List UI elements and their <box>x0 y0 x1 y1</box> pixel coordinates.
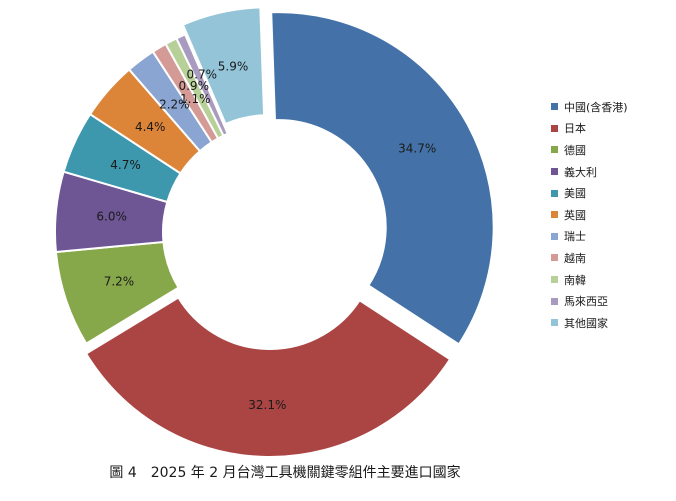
legend-item-1: 中國(含香港) <box>551 96 628 118</box>
legend-label-4: 義大利 <box>564 165 597 179</box>
data-label-10: 0.7% <box>187 68 218 82</box>
legend-label-11: 其他國家 <box>564 316 608 330</box>
legend-item-9: 南韓 <box>551 269 628 291</box>
chart-data-labels: 34.7% 32.1% 7.2% 6.0% 4.7% 4.4% 2.2%1.1%0.9%0.… <box>96 59 436 411</box>
slice-11 <box>181 6 266 126</box>
slice-10 <box>175 33 230 137</box>
legend-swatch-1 <box>551 103 558 111</box>
legend-swatch-3 <box>551 146 558 154</box>
data-label-4: 6.0% <box>96 209 127 223</box>
legend-item-4: 義大利 <box>551 161 628 183</box>
legend-swatch-5 <box>551 189 558 197</box>
legend-item-5: 美國 <box>551 182 628 204</box>
legend-label-3: 德國 <box>564 143 586 157</box>
legend-label-1: 中國(含香港) <box>564 100 628 114</box>
legend-item-6: 英國 <box>551 204 628 226</box>
figure-caption: 圖 4 2025 年 2 月台灣工具機關鍵零組件主要進口國家 <box>109 465 461 481</box>
data-label-11: 5.9% <box>218 59 249 73</box>
legend-label-6: 英國 <box>564 208 586 222</box>
legend-item-10: 馬來西亞 <box>551 290 628 312</box>
chart-slices <box>54 6 495 458</box>
legend-item-8: 越南 <box>551 247 628 269</box>
legend-item-3: 德國 <box>551 139 628 161</box>
legend-swatch-4 <box>551 168 558 176</box>
chart-legend: 中國(含香港) 日本德國義大利美國英國瑞士越南南韓馬來西亞其他國家 <box>551 96 628 334</box>
legend-item-11: 其他國家 <box>551 312 628 334</box>
legend-swatch-7 <box>551 232 558 240</box>
data-label-7: 2.2% <box>159 97 190 111</box>
legend-label-5: 美國 <box>564 187 586 201</box>
legend-label-7: 瑞士 <box>564 230 586 244</box>
data-label-8: 1.1% <box>180 92 211 106</box>
legend-swatch-10 <box>551 297 558 305</box>
legend-item-2: 日本 <box>551 118 628 140</box>
data-label-3: 7.2% <box>104 274 135 288</box>
legend-swatch-2 <box>551 124 558 132</box>
legend-label-2: 日本 <box>564 122 586 136</box>
legend-item-7: 瑞士 <box>551 226 628 248</box>
data-label-5: 4.7% <box>110 158 141 172</box>
data-label-6: 4.4% <box>135 120 166 134</box>
legend-swatch-11 <box>551 319 558 327</box>
slice-2 <box>84 296 452 458</box>
data-label-2: 32.1% <box>248 398 286 412</box>
legend-swatch-9 <box>551 276 558 284</box>
data-label-9: 0.9% <box>178 79 209 93</box>
legend-label-10: 馬來西亞 <box>564 295 608 309</box>
slice-1 <box>270 11 495 346</box>
legend-label-8: 越南 <box>564 251 586 265</box>
data-label-1: 34.7% <box>398 141 436 155</box>
legend-swatch-6 <box>551 211 558 219</box>
legend-swatch-8 <box>551 254 558 262</box>
legend-label-9: 南韓 <box>564 273 586 287</box>
